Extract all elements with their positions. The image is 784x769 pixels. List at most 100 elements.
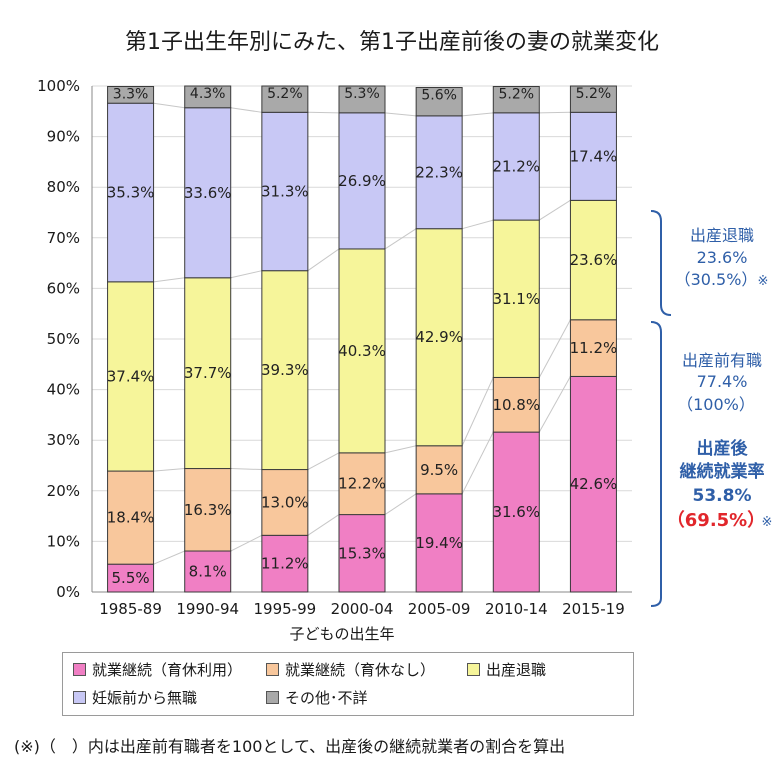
data-label: 17.4% bbox=[570, 147, 618, 165]
data-label: 40.3% bbox=[338, 342, 386, 360]
connector-line bbox=[461, 431, 494, 495]
bar-segment-other bbox=[261, 85, 309, 113]
bar-segment-unemployed bbox=[338, 112, 386, 250]
bar-segment-resign bbox=[184, 277, 232, 470]
connector-line bbox=[384, 228, 417, 250]
bar-segment-other bbox=[184, 85, 232, 109]
data-label: 15.3% bbox=[338, 544, 386, 562]
connector-line bbox=[153, 468, 185, 472]
x-axis-label: 子どもの出生年 bbox=[289, 625, 394, 643]
data-label: 19.4% bbox=[415, 534, 463, 552]
data-label: 31.6% bbox=[492, 503, 540, 521]
data-label: 16.3% bbox=[184, 501, 232, 519]
data-label: 31.1% bbox=[492, 290, 540, 308]
bar-segment-other bbox=[415, 87, 463, 117]
connector-line bbox=[307, 111, 340, 114]
connector-lines bbox=[153, 102, 571, 565]
data-label: 5.2% bbox=[576, 86, 612, 102]
data-label: 18.4% bbox=[107, 509, 155, 527]
legend-label: 就業継続（育休利用） bbox=[92, 661, 243, 679]
connector-line bbox=[384, 112, 417, 117]
y-tick-label: 80% bbox=[47, 178, 80, 196]
data-label: 21.2% bbox=[492, 157, 540, 175]
x-tick-label: 2015-19 bbox=[562, 600, 625, 618]
bar-segment-childcare-leave bbox=[184, 550, 232, 593]
legend-swatch bbox=[266, 691, 279, 704]
connector-line bbox=[307, 514, 340, 536]
bar-segment-no-leave bbox=[261, 469, 309, 536]
ann-continue-title-b: 継続就業率 bbox=[680, 461, 765, 482]
data-label: 39.3% bbox=[261, 361, 309, 379]
legend-swatch bbox=[467, 663, 480, 676]
legend-item-childcare-leave: 就業継続（育休利用） bbox=[73, 659, 242, 680]
bar-segment-other bbox=[569, 85, 617, 113]
bar-segment-no-leave bbox=[415, 445, 463, 495]
y-tick-label: 20% bbox=[47, 482, 80, 500]
data-label: 31.3% bbox=[261, 183, 309, 201]
ann-continue-paren: （69.5%） bbox=[667, 510, 765, 531]
bar-segment-childcare-leave bbox=[415, 493, 463, 593]
y-tick-label: 40% bbox=[47, 381, 80, 399]
connector-line bbox=[307, 248, 340, 272]
legend-swatch bbox=[73, 691, 86, 704]
data-label: 42.6% bbox=[570, 475, 618, 493]
ann-resign-title: 出産退職 bbox=[690, 226, 754, 245]
y-tick-label: 50% bbox=[47, 330, 80, 348]
data-label: 37.4% bbox=[107, 367, 155, 385]
bar-segment-resign bbox=[415, 228, 463, 447]
connector-line bbox=[462, 219, 494, 230]
data-label: 5.2% bbox=[498, 87, 534, 103]
bar-segment-unemployed bbox=[569, 111, 617, 201]
y-tick-label: 60% bbox=[47, 279, 80, 297]
data-label: 4.3% bbox=[190, 86, 226, 102]
y-tick-label: 10% bbox=[47, 532, 80, 550]
connector-line bbox=[461, 377, 494, 446]
bar-segment-resign bbox=[492, 219, 540, 378]
bar-segment-childcare-leave bbox=[492, 431, 540, 593]
ann-employed-paren: （100%） bbox=[677, 395, 755, 414]
bar-segment-resign bbox=[569, 199, 617, 321]
bar-segment-childcare-leave bbox=[569, 375, 617, 593]
data-label: 12.2% bbox=[338, 475, 386, 493]
connector-line bbox=[539, 199, 571, 221]
data-label: 13.0% bbox=[261, 493, 309, 511]
data-label: 35.3% bbox=[107, 184, 155, 202]
connector-line bbox=[384, 493, 417, 515]
y-tick-label: 90% bbox=[47, 128, 80, 146]
x-tick-label: 2005-09 bbox=[408, 600, 471, 618]
legend-swatch bbox=[73, 663, 86, 676]
data-label: 22.3% bbox=[415, 163, 463, 181]
footnote: (※)（ ）内は出産前有職者を100として、出産後の継続就業者の割合を算出 bbox=[14, 737, 566, 756]
legend-item-unemployed: 妊娠前から無職 bbox=[73, 687, 197, 708]
data-label: 23.6% bbox=[570, 251, 618, 269]
legend: 就業継続（育休利用） 就業継続（育休なし） 出産退職 妊娠前から無職 その他･不… bbox=[62, 652, 634, 716]
bar-segment-other bbox=[107, 86, 155, 104]
connector-line bbox=[230, 107, 262, 113]
data-label: 42.9% bbox=[415, 328, 463, 346]
ann-resign-mark: ※ bbox=[758, 274, 769, 289]
connector-line bbox=[230, 468, 262, 471]
bar-segment-unemployed bbox=[107, 102, 155, 283]
ann-resign-pct: 23.6% bbox=[697, 248, 748, 267]
data-label: 9.5% bbox=[420, 461, 458, 479]
connector-line bbox=[153, 102, 185, 109]
data-label: 11.2% bbox=[261, 555, 309, 573]
connector-line bbox=[153, 550, 185, 565]
connector-line bbox=[384, 445, 417, 454]
bar-segment-no-leave bbox=[184, 468, 232, 552]
x-tick-label: 2000-04 bbox=[331, 600, 394, 618]
x-tick-label: 1985-89 bbox=[99, 600, 162, 618]
chart-title: 第1子出生年別にみた、第1子出産前後の妻の就業変化 bbox=[125, 30, 659, 55]
ann-continue-mark: ※ bbox=[762, 515, 773, 530]
x-tick-label: 1995-99 bbox=[254, 600, 317, 618]
y-tick-label: 70% bbox=[47, 229, 80, 247]
legend-label: その他･不詳 bbox=[285, 689, 368, 707]
data-label: 11.2% bbox=[570, 339, 618, 357]
data-label: 10.8% bbox=[492, 396, 540, 414]
bar-segment-resign bbox=[107, 281, 155, 472]
y-tick-label: 100% bbox=[37, 77, 80, 95]
bar-segment-no-leave bbox=[338, 452, 386, 516]
connector-line bbox=[538, 376, 571, 433]
data-label: 5.6% bbox=[421, 88, 457, 104]
